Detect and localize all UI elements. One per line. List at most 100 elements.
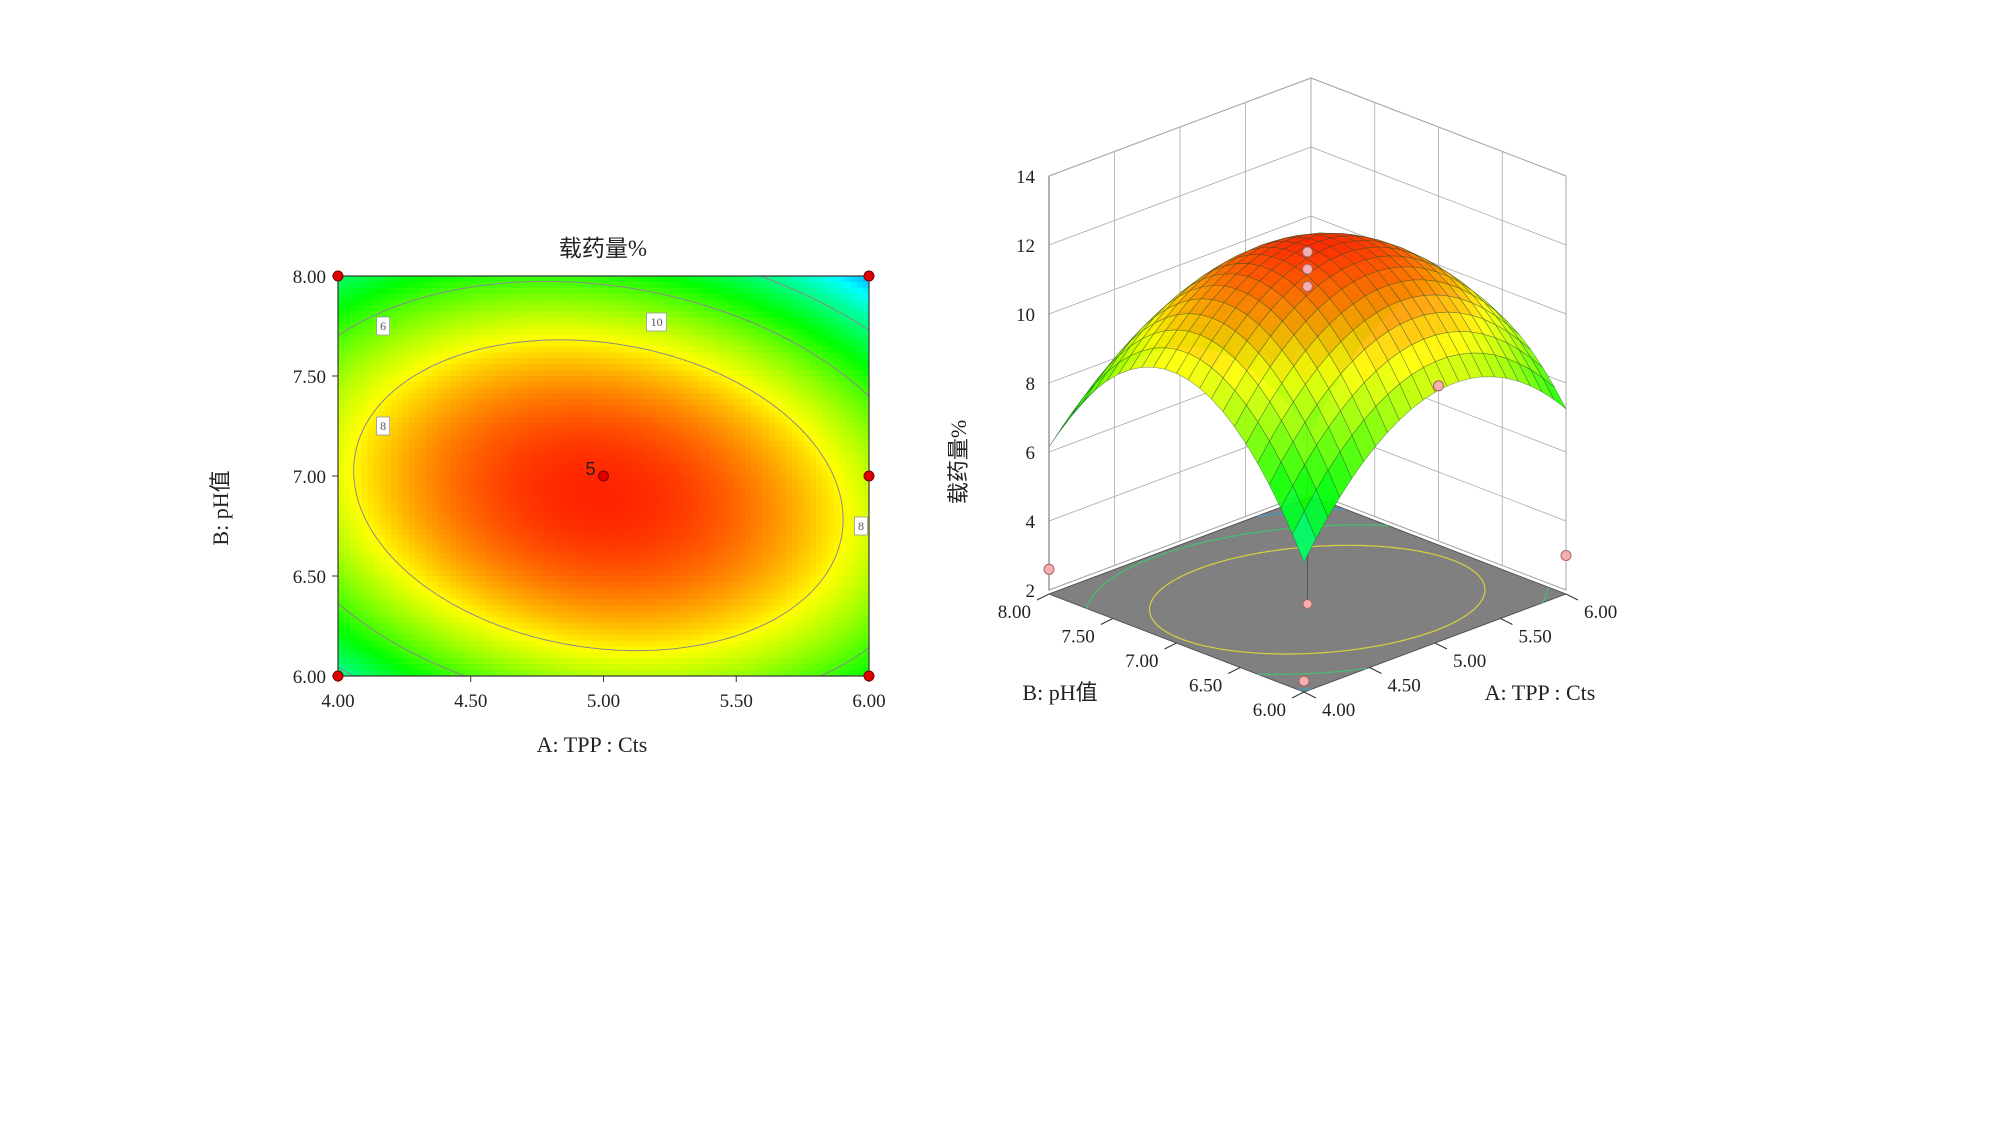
heatmap-cell [609,334,616,342]
heatmap-cell [827,458,835,465]
heatmap-cell [703,381,711,389]
heatmap-cell [774,387,782,395]
heatmap-cell [467,581,475,589]
heatmap-cell [574,423,581,430]
heatmap-cell [798,517,805,524]
heatmap-cell [727,411,734,418]
heatmap-cell [827,340,835,348]
heatmap-cell [579,305,587,312]
heatmap-cell [662,411,669,418]
heatmap-cell [615,593,622,601]
heatmap-cell [839,405,846,412]
heatmap-cell [692,523,699,530]
heatmap-cell [827,381,835,389]
heatmap-cell [503,434,510,442]
heatmap-cell [408,387,416,395]
heatmap-cell [638,276,646,283]
heatmap-cell [644,411,652,418]
heatmap-cell [585,540,593,548]
heatmap-cell [680,399,687,407]
heatmap-cell [774,328,782,336]
heatmap-cell [827,387,835,395]
heatmap-cell [343,399,351,407]
heatmap-cell [721,311,728,318]
heatmap-cell [497,587,504,595]
heatmap-cell [774,593,782,601]
heatmap-cell [515,428,522,436]
heatmap-cell [391,323,398,330]
heatmap-cell [615,387,622,395]
heatmap-cell [780,558,787,565]
heatmap-cell [656,493,664,501]
heatmap-cell [479,558,487,565]
heatmap-cell [385,540,392,548]
heatmap-cell [703,340,711,348]
heatmap-cell [408,464,416,471]
heatmap-cell [686,317,693,324]
heatmap-cell [432,334,439,342]
heatmap-cell [379,405,386,412]
heatmap-cell [479,317,487,324]
heatmap-cell [680,346,687,354]
heatmap-cell [379,505,386,512]
heatmap-cell [544,593,551,601]
heatmap-cell [373,305,380,312]
heatmap-cell [450,581,457,589]
heatmap-cell [544,311,551,318]
heatmap-cell [686,476,693,483]
heatmap-cell [456,364,463,371]
heatmap-cell [515,293,522,301]
heatmap-cell [751,299,758,307]
heatmap-cell [367,411,374,418]
heatmap-cell [538,587,546,595]
heatmap-cell [402,599,410,607]
heatmap-cell [851,476,858,483]
heatmap-cell [597,317,605,324]
heatmap-cell [668,552,675,559]
heatmap-cell [668,328,675,336]
heatmap-cell [821,458,829,465]
heatmap-cell [786,287,793,295]
heatmap-cell [792,411,799,418]
heatmap-cell [821,587,829,595]
heatmap-cell [397,370,404,377]
heatmap-cell [774,493,782,501]
heatmap-cell [367,552,374,559]
heatmap-cell [686,287,693,295]
heatmap-cell [751,470,758,477]
heatmap-cell [373,493,380,501]
heatmap-cell [574,393,581,401]
heatmap-cell [591,311,599,318]
heatmap-cell [420,299,428,307]
heatmap-cell [485,358,492,365]
heatmap-cell [745,570,752,577]
heatmap-cell [621,552,628,559]
heatmap-cell [703,593,711,601]
heatmap-cell [674,493,681,501]
heatmap-cell [503,352,510,359]
heatmap-cell [532,399,540,407]
heatmap-cell [450,381,457,389]
heatmap-cell [532,276,540,283]
heatmap-cell [367,470,374,477]
heatmap-cell [798,587,805,595]
heatmap-cell [450,428,457,436]
heatmap-cell [786,470,793,477]
heatmap-cell [821,499,829,507]
heatmap-cell [627,546,634,554]
heatmap-cell [391,293,398,301]
heatmap-cell [556,534,563,542]
heatmap-cell [556,440,563,448]
heatmap-cell [520,523,528,530]
heatmap-cell [638,352,646,359]
heatmap-cell [544,417,551,424]
heatmap-cell [438,476,445,483]
heatmap-cell [715,552,723,559]
heatmap-cell [349,399,357,407]
heatmap-cell [827,399,835,407]
heatmap-cell [426,493,433,501]
heatmap-cell [715,381,723,389]
heatmap-cell [503,446,510,454]
heatmap-cell [338,364,345,371]
heatmap-cell [662,476,669,483]
